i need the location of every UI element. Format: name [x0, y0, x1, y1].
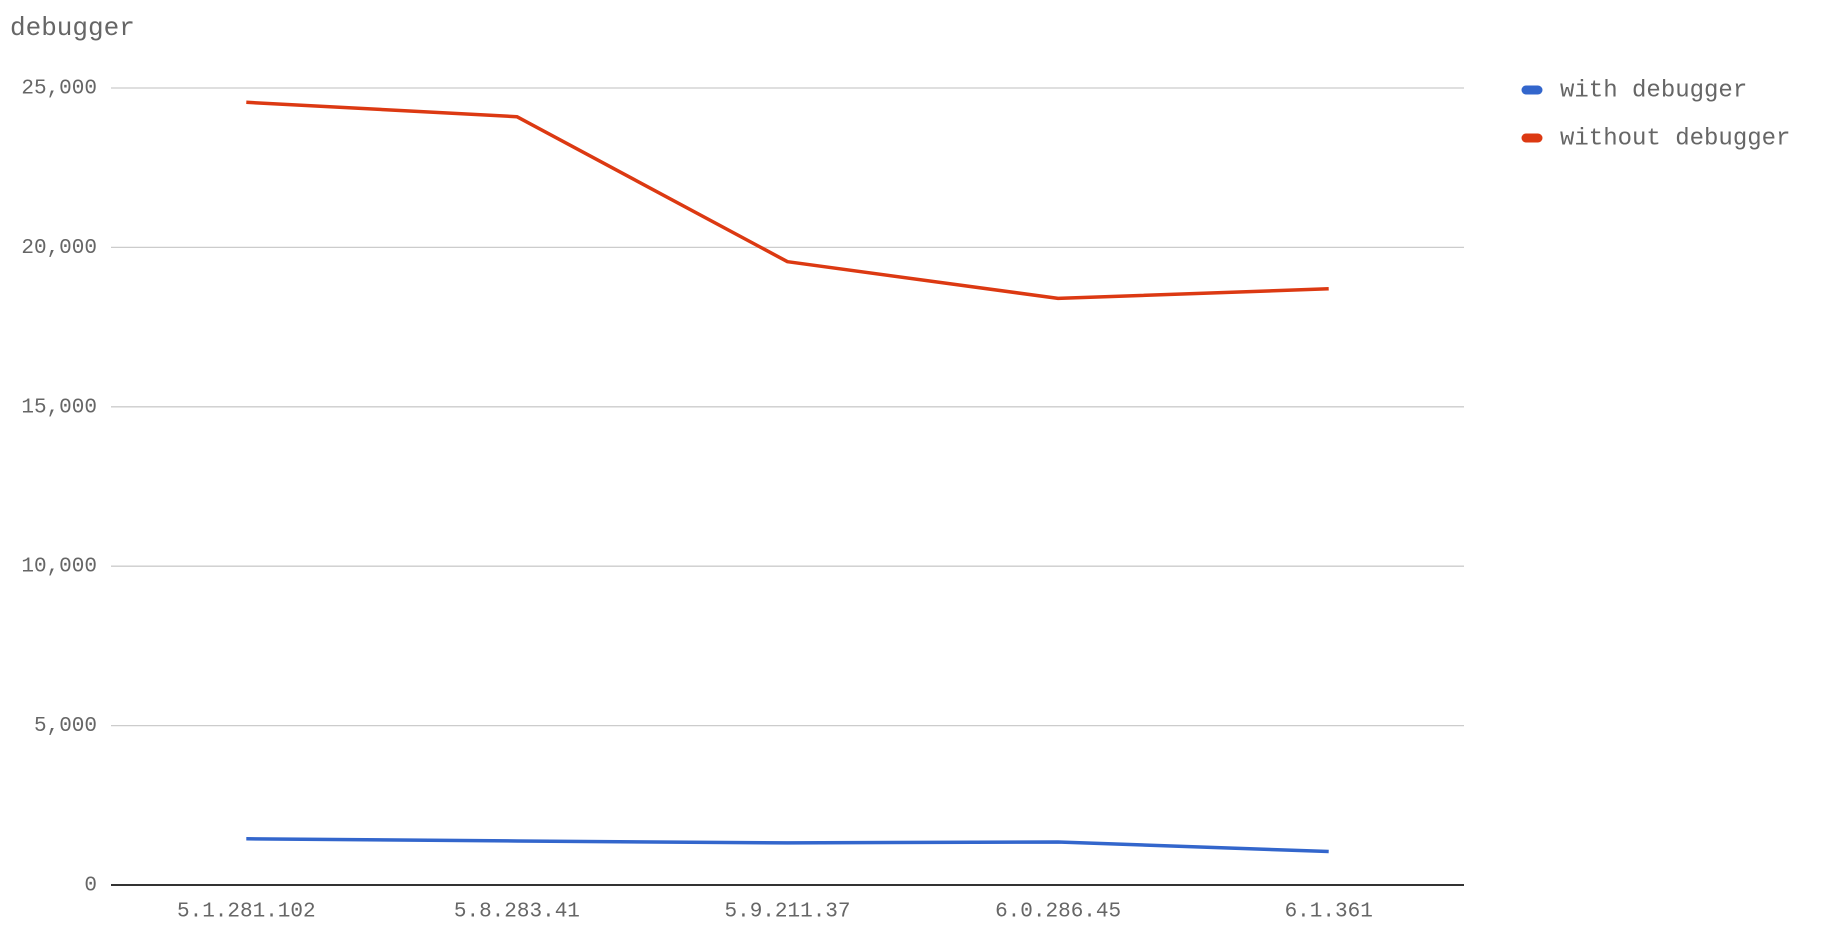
x-tick-label: 5.9.211.37 — [724, 901, 850, 924]
y-tick-label: 15,000 — [21, 396, 97, 419]
x-tick-label: 6.0.286.45 — [995, 901, 1121, 924]
chart-title: debugger — [10, 13, 135, 43]
legend-label: without debugger — [1560, 125, 1790, 152]
series-line — [246, 100, 1329, 301]
x-tick-label: 5.8.283.41 — [454, 901, 580, 924]
y-tick-label: 0 — [84, 875, 97, 898]
x-tick-label: 6.1.361 — [1285, 901, 1373, 924]
legend-label: with debugger — [1560, 77, 1747, 104]
x-tick-label: 5.1.281.102 — [177, 901, 316, 924]
y-tick-label: 5,000 — [34, 715, 97, 738]
y-tick-label: 20,000 — [21, 237, 97, 260]
y-tick-label: 25,000 — [21, 78, 97, 101]
series-line — [246, 837, 1329, 854]
y-tick-label: 10,000 — [21, 556, 97, 579]
